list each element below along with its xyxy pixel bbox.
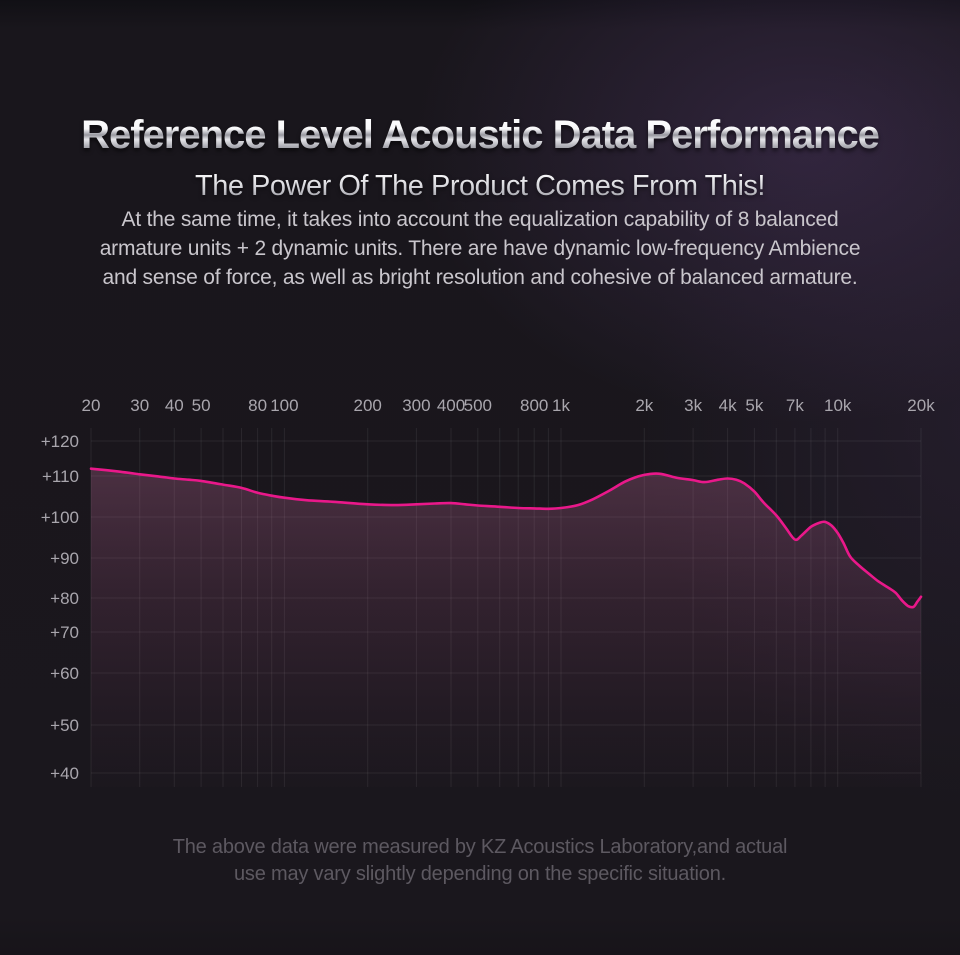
- x-tick-label: 2k: [635, 396, 653, 415]
- x-tick-label: 4k: [719, 396, 737, 415]
- x-tick-label: 80: [248, 396, 267, 415]
- footnote: The above data were measured by KZ Acous…: [0, 834, 960, 888]
- y-tick-label: +100: [41, 508, 79, 527]
- x-tick-label: 400: [437, 396, 465, 415]
- page-subtitle: The Power Of The Product Comes From This…: [0, 170, 960, 203]
- y-tick-label: +70: [50, 623, 79, 642]
- y-tick-label: +110: [42, 467, 79, 486]
- footnote-line: use may vary slightly depending on the s…: [233, 863, 726, 885]
- y-tick-label: +90: [50, 549, 79, 568]
- x-tick-label: 50: [192, 396, 211, 415]
- x-tick-label: 5k: [745, 396, 763, 415]
- x-tick-label: 7k: [786, 396, 804, 415]
- page-title: Reference Level Acoustic Data Performanc…: [0, 113, 960, 157]
- x-tick-label: 40: [165, 396, 184, 415]
- response-curve: [89, 467, 923, 609]
- x-tick-label: 3k: [684, 396, 702, 415]
- x-tick-label: 30: [130, 396, 149, 415]
- description-line: At the same time, it takes into account …: [121, 208, 839, 231]
- description-line: armature units + 2 dynamic units. There …: [99, 237, 861, 260]
- y-tick-label: +40: [50, 764, 79, 783]
- y-tick-label: +60: [50, 664, 79, 683]
- description-line: and sense of force, as well as bright re…: [102, 266, 858, 289]
- x-tick-label: 10k: [824, 396, 852, 415]
- description: At the same time, it takes into account …: [0, 205, 960, 292]
- x-tick-label: 100: [270, 396, 298, 415]
- x-tick-label: 200: [354, 396, 382, 415]
- y-tick-label: +50: [50, 716, 79, 735]
- y-axis-labels: +120 +110 +100 +90 +80 +70 +60 +50 +40: [41, 432, 79, 783]
- y-tick-label: +80: [50, 589, 79, 608]
- x-tick-label: 20: [82, 396, 101, 415]
- x-tick-label: 1k: [552, 396, 570, 415]
- x-tick-label: 300: [402, 396, 430, 415]
- y-tick-label: +120: [41, 432, 79, 451]
- curve-fill: [91, 468, 921, 787]
- x-tick-label: 500: [464, 396, 492, 415]
- x-tick-label: 800: [520, 396, 548, 415]
- x-tick-label: 20k: [907, 396, 935, 415]
- footnote-line: The above data were measured by KZ Acous…: [172, 836, 788, 858]
